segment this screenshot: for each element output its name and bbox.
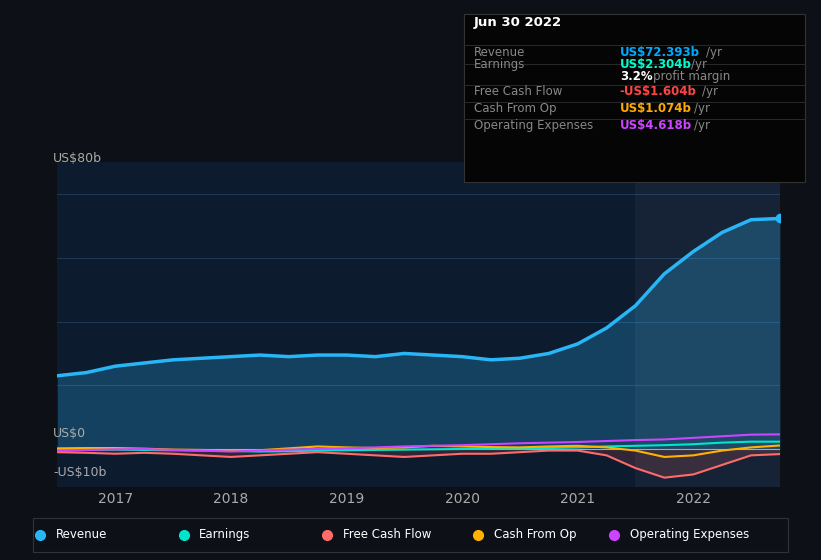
Text: Free Cash Flow: Free Cash Flow bbox=[342, 528, 431, 542]
Text: Revenue: Revenue bbox=[56, 528, 107, 542]
Text: -US$1.604b: -US$1.604b bbox=[620, 85, 697, 98]
Text: US$2.304b: US$2.304b bbox=[620, 58, 692, 71]
Text: /yr: /yr bbox=[706, 46, 722, 59]
Text: /yr: /yr bbox=[691, 58, 707, 71]
Text: US$4.618b: US$4.618b bbox=[620, 119, 692, 132]
Bar bbox=[635, 162, 780, 487]
Text: US$1.074b: US$1.074b bbox=[620, 102, 692, 115]
Text: Operating Expenses: Operating Expenses bbox=[474, 119, 593, 132]
Text: -US$10b: -US$10b bbox=[53, 466, 107, 479]
Text: Earnings: Earnings bbox=[474, 58, 525, 71]
Text: US$72.393b: US$72.393b bbox=[620, 46, 699, 59]
Text: Cash From Op: Cash From Op bbox=[474, 102, 556, 115]
Text: /yr: /yr bbox=[702, 85, 718, 98]
Text: Jun 30 2022: Jun 30 2022 bbox=[474, 16, 562, 29]
Text: /yr: /yr bbox=[694, 119, 709, 132]
Text: Free Cash Flow: Free Cash Flow bbox=[474, 85, 562, 98]
Text: Revenue: Revenue bbox=[474, 46, 525, 59]
Text: Operating Expenses: Operating Expenses bbox=[630, 528, 749, 542]
Text: /yr: /yr bbox=[694, 102, 709, 115]
Text: Cash From Op: Cash From Op bbox=[493, 528, 576, 542]
Text: 3.2%: 3.2% bbox=[620, 69, 653, 82]
Text: Earnings: Earnings bbox=[199, 528, 250, 542]
Text: US$0: US$0 bbox=[53, 427, 86, 440]
Text: US$80b: US$80b bbox=[53, 152, 103, 165]
Text: profit margin: profit margin bbox=[653, 69, 730, 82]
